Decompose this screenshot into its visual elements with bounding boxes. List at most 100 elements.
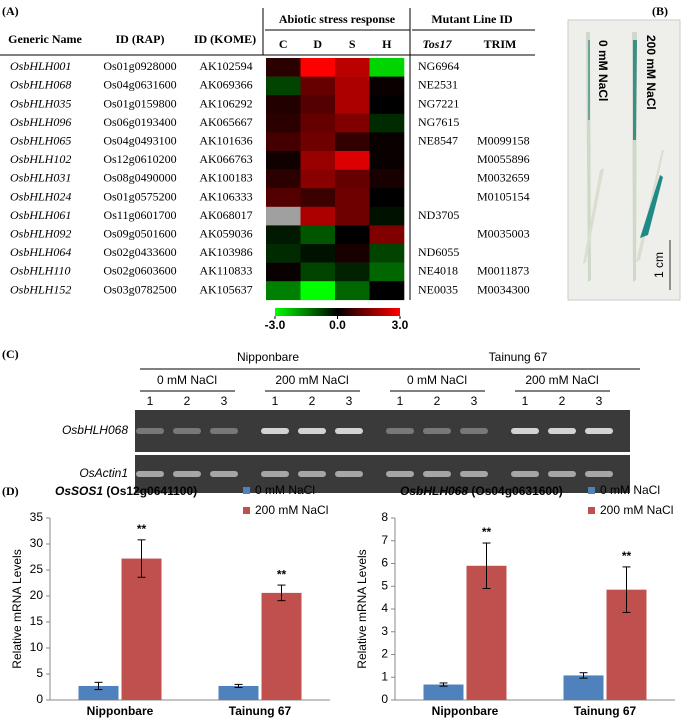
column-header: TRIM: [484, 37, 517, 51]
heatmap-cell: [335, 281, 370, 301]
heatmap-cell: [266, 95, 301, 115]
kome-id: AK069366: [199, 78, 252, 92]
kome-id: AK100183: [199, 171, 252, 185]
lane-label: 3: [471, 394, 478, 408]
rap-id: Os03g0782500: [103, 282, 176, 296]
lane-label: 1: [397, 394, 404, 408]
heatmap-cell: [335, 206, 370, 226]
condition-header: H: [382, 37, 392, 51]
gel-band: [511, 428, 539, 434]
y-tick-label: 35: [30, 510, 44, 524]
bar: [563, 675, 604, 700]
column-header: Mutant Line ID: [431, 12, 513, 26]
significance: **: [482, 525, 492, 539]
gene-name: OsbHLH061: [10, 208, 71, 222]
trim-line: M0055896: [477, 152, 530, 166]
tos17-line: ND6055: [418, 245, 459, 259]
treatment-label: 0 mM NaCl: [407, 373, 467, 387]
heatmap-cell: [369, 169, 405, 189]
gel-band: [386, 428, 414, 434]
gel-band: [136, 471, 164, 477]
leaf-stain: [633, 40, 637, 140]
rap-id: Os09g0501600: [103, 226, 176, 240]
color-bar-label: 0.0: [329, 318, 346, 332]
lane-label: 2: [434, 394, 441, 408]
significance: **: [137, 522, 147, 536]
heatmap-cell: [335, 113, 370, 133]
gel-band: [511, 471, 539, 477]
panel-label: (A): [2, 4, 19, 18]
column-header: Tos17: [423, 37, 453, 51]
x-tick-label: Nipponbare: [87, 704, 154, 718]
gel-band: [386, 471, 414, 477]
gene-name: OsbHLH068: [10, 78, 71, 92]
heatmap-cell: [300, 206, 336, 226]
leaf-stain: [588, 40, 590, 120]
y-tick-label: 1: [381, 669, 388, 683]
y-tick-label: 30: [30, 536, 44, 550]
heatmap-cell: [335, 169, 370, 189]
gene-label: OsActin1: [79, 466, 128, 480]
trim-line: M0105154: [477, 189, 530, 203]
x-tick-label: Tainung 67: [229, 704, 292, 718]
tos17-line: NE8547: [418, 133, 458, 147]
significance: **: [277, 567, 287, 581]
x-tick-label: Tainung 67: [574, 704, 637, 718]
y-tick-label: 10: [30, 640, 44, 654]
gel-band: [173, 428, 201, 434]
legend-swatch: [588, 487, 595, 494]
significance: **: [622, 549, 632, 563]
y-axis-label: Relative mRNA Levels: [10, 549, 24, 668]
kome-id: AK105637: [199, 282, 252, 296]
heatmap-cell: [369, 244, 405, 263]
scale-label: 1 cm: [652, 252, 666, 278]
heatmap-cell: [369, 262, 405, 282]
kome-id: AK106292: [199, 96, 252, 110]
lane-label: 1: [272, 394, 279, 408]
lane-label: 3: [221, 394, 228, 408]
y-tick-label: 0: [36, 692, 43, 706]
gel-band: [335, 428, 363, 434]
legend-label: 200 mM NaCl: [600, 503, 673, 517]
heatmap-cell: [300, 225, 336, 245]
gel-band: [460, 428, 488, 434]
bar: [78, 685, 119, 700]
color-bar: [275, 308, 400, 316]
y-tick-label: 4: [381, 601, 388, 615]
panel-label: (C): [2, 347, 19, 361]
heatmap-cell: [369, 76, 405, 96]
heatmap-cell: [335, 188, 370, 208]
rap-id: Os01g0159800: [103, 96, 176, 110]
panel-label: (D): [2, 484, 19, 498]
y-tick-label: 6: [381, 556, 388, 570]
heatmap-cell: [300, 95, 336, 115]
tos17-line: NG6964: [418, 59, 459, 73]
gel-band: [335, 471, 363, 477]
rap-id: Os06g0193400: [103, 115, 176, 129]
treatment-label: 0 mM NaCl: [157, 373, 217, 387]
bar: [423, 684, 464, 700]
lane-label: 2: [559, 394, 566, 408]
lane-label: 2: [309, 394, 316, 408]
rap-id: Os02g0433600: [103, 245, 176, 259]
trim-line: M0099158: [477, 133, 530, 147]
title-gene: OsbHLH068: [400, 484, 468, 498]
heatmap-cell: [335, 58, 370, 77]
heatmap-cell: [369, 95, 405, 115]
gel-band: [460, 471, 488, 477]
lane-label: 3: [596, 394, 603, 408]
trim-line: M0035003: [477, 226, 530, 240]
kome-id: AK102594: [199, 59, 252, 73]
x-tick-label: Nipponbare: [432, 704, 499, 718]
heatmap-cell: [266, 262, 301, 282]
lane-label: 1: [147, 394, 154, 408]
y-tick-label: 7: [381, 533, 388, 547]
kome-id: AK110833: [200, 264, 253, 278]
heatmap-cell: [300, 76, 336, 96]
kome-id: AK065667: [199, 115, 252, 129]
heatmap-cell: [369, 281, 405, 301]
legend-swatch: [588, 507, 595, 514]
gene-name: OsbHLH065: [10, 133, 71, 147]
